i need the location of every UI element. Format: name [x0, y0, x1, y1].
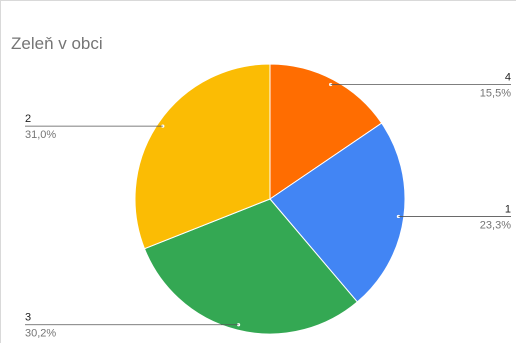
chart-title: Zeleň v obci — [11, 34, 103, 53]
slice-label-2: 2 — [25, 113, 31, 125]
slice-percent-3: 30,2% — [25, 328, 56, 340]
slice-label-3: 3 — [25, 312, 31, 324]
pie-slices — [134, 63, 406, 335]
slice-percent-4: 15,5% — [480, 87, 511, 99]
pie-slice-1[interactable] — [269, 122, 406, 303]
pie-slice-3[interactable] — [143, 198, 359, 335]
pie-slice-4[interactable] — [269, 63, 383, 200]
slice-percent-1: 23,3% — [480, 219, 511, 231]
pie-slice-2[interactable] — [134, 63, 271, 250]
slice-label-1: 1 — [505, 203, 511, 215]
slice-label-4: 4 — [505, 71, 511, 83]
pie-labels: 4 15,5% 1 23,3% 3 30,2% 2 31,0% — [25, 71, 511, 340]
slice-percent-2: 31,0% — [25, 129, 56, 141]
